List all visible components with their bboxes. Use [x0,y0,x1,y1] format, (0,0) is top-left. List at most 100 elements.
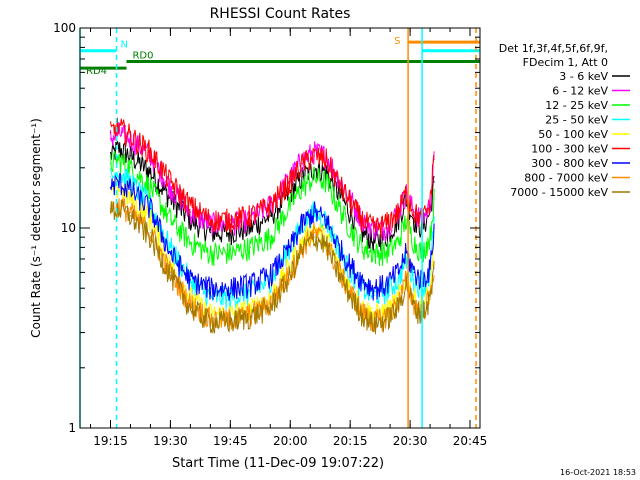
data-point [325,181,327,183]
data-point [289,192,291,194]
data-point [433,181,435,183]
data-point [337,192,339,194]
data-point [129,189,132,191]
data-point [313,231,315,234]
attenuator-label: RD0 [132,50,153,61]
x-tick-label: 19:15 [93,434,128,448]
data-point [129,198,132,200]
series-line [110,122,435,243]
data-point [361,313,363,315]
data-point [117,126,120,128]
data-point [149,208,151,210]
data-point [337,271,339,273]
data-point [313,155,315,157]
data-point [385,252,387,254]
data-point [361,219,363,221]
data-point [429,268,431,271]
data-point [397,279,399,281]
data-point [209,313,211,315]
y-axis: 1 10 100 [53,21,480,435]
data-point [397,241,399,243]
data-point [405,192,407,194]
y-tick-label: 10 [61,221,76,235]
data-point [373,227,375,229]
data-point [269,307,271,309]
data-point [325,219,327,221]
data-point [189,307,191,309]
data-point [249,316,251,318]
data-point [433,267,435,269]
x-tick-label: 20:15 [333,434,368,448]
data-point [209,287,211,289]
data-point [109,176,112,178]
data-point [413,279,415,281]
data-point [373,287,375,289]
data-point [169,186,171,188]
data-point [405,219,407,221]
data-point [249,313,251,315]
data-point [301,241,303,243]
x-tick-label: 19:45 [213,434,248,448]
data-point [349,227,351,229]
y-tick-label: 1 [68,421,76,435]
data-point [109,132,112,134]
legend-header: FDecim 1, Att 0 [523,56,608,69]
legend-entry-label: 800 - 7000 keV [524,172,608,185]
data-point [325,171,327,173]
data-point [373,241,375,243]
data-point [229,252,231,254]
legend-header: Det 1f,3f,4f,5f,6f,9f, [499,42,608,55]
data-point [301,249,303,251]
y-tick-label: 100 [53,21,76,35]
data-point [269,204,271,206]
data-point [373,323,375,325]
series-layer [109,117,435,335]
data-point [269,215,271,217]
x-tick-label: 19:30 [153,434,188,448]
series-3 [109,150,435,267]
series-7 [109,172,435,301]
attenuator-label: RD4 [86,66,107,77]
data-point [397,271,399,273]
data-point [169,219,171,221]
x-tick-label: 20:45 [453,434,488,448]
data-point [109,211,112,213]
legend-entry-label: 3 - 6 keV [559,70,608,83]
data-point [117,147,120,149]
data-point [301,163,303,165]
data-point [117,204,120,206]
data-point [413,241,415,243]
data-point [209,219,211,221]
legend-entry-label: 12 - 25 keV [545,99,608,112]
data-point [433,227,435,229]
series-line [110,117,435,239]
data-point [413,211,415,213]
data-point [337,181,339,183]
data-point [325,158,327,161]
data-point [349,211,351,213]
y-axis-label: Count Rate (s⁻¹ detector segment⁻¹) [29,118,43,338]
data-point [129,215,132,217]
data-point [313,176,315,178]
data-point [337,204,339,206]
data-point [361,231,363,234]
data-point [429,236,431,238]
data-point [149,186,151,188]
data-point [117,181,120,183]
data-point [289,264,291,266]
data-point [229,287,231,289]
series-line [110,172,435,301]
data-point [149,219,151,221]
data-point [301,223,303,225]
data-point [169,274,171,276]
data-point [129,155,132,157]
data-point [117,208,120,210]
series-line [110,150,435,267]
data-point [209,252,211,254]
data-point [169,246,171,248]
data-point [289,246,291,248]
data-point [129,134,132,137]
data-point [109,186,112,188]
data-point [385,318,387,320]
